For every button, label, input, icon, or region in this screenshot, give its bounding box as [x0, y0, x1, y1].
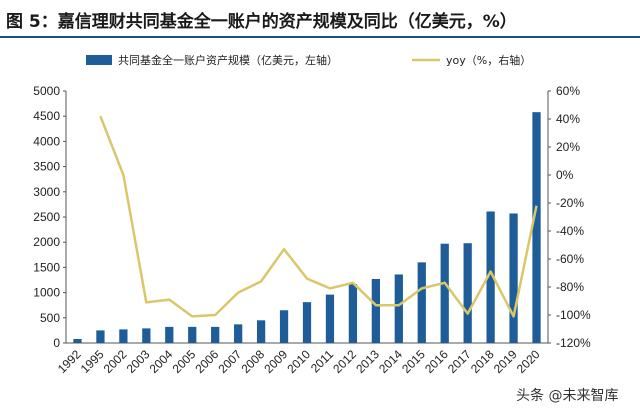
left-tick-label: 2500: [33, 210, 60, 224]
right-tick-label: -80%: [556, 280, 584, 294]
bar: [509, 213, 518, 343]
right-tick-label: -120%: [556, 336, 591, 350]
left-tick-label: 5000: [33, 84, 60, 98]
bar: [211, 326, 220, 343]
bar: [371, 278, 380, 343]
left-tick-label: 1000: [33, 286, 60, 300]
left-tick-label: 1500: [33, 260, 60, 274]
right-tick-label: 60%: [556, 84, 580, 98]
bar: [165, 326, 174, 343]
x-tick-label: 1995: [78, 347, 107, 376]
x-tick-label: 2009: [261, 347, 290, 376]
bar: [188, 326, 197, 343]
right-tick-label: 0%: [556, 168, 574, 182]
x-tick-label: 2005: [170, 347, 199, 376]
yoy-line: [99, 115, 538, 318]
x-tick-label: 2020: [514, 347, 543, 376]
x-tick-label: 2017: [445, 347, 474, 376]
legend-bar-swatch: [86, 55, 112, 65]
bar: [302, 302, 312, 343]
bar: [348, 284, 358, 343]
bar: [142, 328, 151, 343]
x-tick-label: 2015: [399, 347, 428, 376]
watermark: 头条 @未来智库: [516, 387, 618, 404]
legend-bar-label: 共同基金全一账户资产规模（亿美元，左轴）: [118, 53, 338, 67]
figure-title-bar: 图 5：嘉信理财共同基金全一账户的资产规模及同比（亿美元，%）: [0, 0, 640, 38]
x-tick-label: 2011: [308, 347, 336, 375]
left-tick-label: 2000: [33, 235, 60, 249]
bar: [96, 330, 105, 343]
x-tick-label: 2018: [468, 347, 497, 376]
bar: [532, 112, 541, 343]
tick-labels: 0 500 1000 1500 2000 2500 3000 3500 4000 4500 5000…: [33, 84, 591, 376]
bars: [73, 112, 541, 343]
x-tick-label: 2012: [330, 347, 359, 376]
left-tick-label: 4000: [33, 134, 60, 148]
legend-line-label: yoy（%，右轴）: [446, 53, 531, 67]
x-tick-label: 2008: [238, 347, 267, 376]
right-tick-label: -20%: [556, 196, 584, 210]
x-tick-label: 2016: [422, 347, 451, 376]
bar: [394, 274, 403, 343]
bar: [417, 262, 426, 343]
left-tick-label: 500: [40, 311, 60, 325]
x-tick-label: 2003: [124, 347, 153, 376]
x-tick-label: 2013: [353, 347, 382, 376]
bar: [256, 320, 266, 343]
right-tick-label: -60%: [556, 252, 584, 266]
x-tick-label: 2007: [215, 347, 244, 376]
bar: [463, 243, 472, 343]
x-tick-label: 2006: [193, 347, 222, 376]
right-tick-label: 20%: [556, 140, 580, 154]
x-tick-label: 2010: [284, 347, 313, 376]
x-tick-label: 2004: [147, 347, 176, 376]
right-tick-label: 40%: [556, 112, 580, 126]
x-tick-label: 2019: [491, 347, 520, 376]
x-tick-label: 1992: [55, 347, 84, 376]
legend: 共同基金全一账户资产规模（亿美元，左轴） yoy（%，右轴）: [86, 53, 531, 67]
left-tick-label: 3000: [33, 185, 60, 199]
left-tick-label: 0: [53, 336, 60, 350]
x-tick-label: 2014: [376, 347, 405, 376]
bar: [440, 243, 449, 343]
bar: [73, 338, 82, 343]
right-tick-label: -40%: [556, 224, 584, 238]
yoy-series-line: [99, 115, 538, 318]
bar: [119, 329, 128, 343]
figure-title: 图 5：嘉信理财共同基金全一账户的资产规模及同比（亿美元，%）: [6, 12, 517, 32]
x-tick-label: 2002: [101, 347, 130, 376]
bar: [486, 211, 495, 343]
bar: [234, 324, 243, 343]
bar: [279, 310, 289, 343]
left-tick-label: 3500: [33, 160, 60, 174]
bar: [325, 294, 335, 343]
left-tick-label: 4500: [33, 109, 60, 123]
right-tick-label: -100%: [556, 308, 591, 322]
